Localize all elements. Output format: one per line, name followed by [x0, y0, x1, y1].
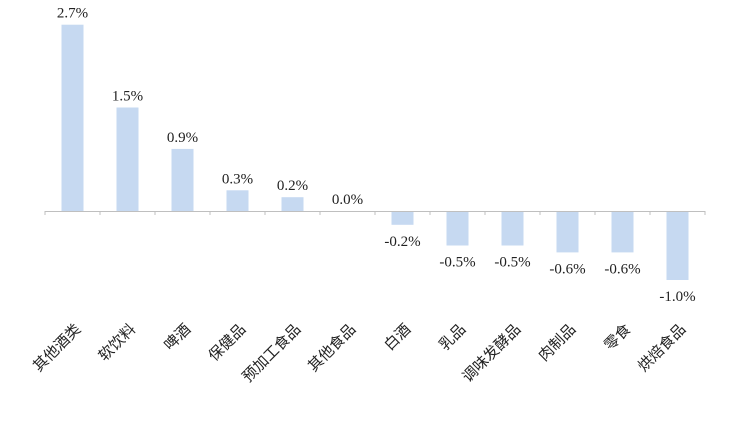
category-label: 乳品 [435, 320, 469, 354]
bar [446, 211, 469, 246]
data-label: 0.3% [222, 171, 253, 187]
category-label: 保健品 [205, 320, 250, 365]
data-label: 2.7% [57, 6, 88, 22]
bar [611, 211, 634, 253]
bar [556, 211, 579, 253]
data-label: -0.6% [604, 261, 640, 277]
category-label: 软饮料 [95, 320, 140, 365]
category-label: 肉制品 [535, 320, 580, 365]
data-label: -0.2% [384, 234, 420, 250]
category-label: 烘焙食品 [634, 320, 689, 375]
bar [116, 107, 139, 211]
data-label: 0.2% [277, 178, 308, 194]
bars-layer [44, 24, 706, 280]
data-label: -0.6% [549, 261, 585, 277]
category-label: 预加工食品 [239, 320, 305, 386]
data-label: -0.5% [494, 255, 530, 271]
category-label: 其他食品 [304, 320, 359, 375]
category-label: 零食 [600, 320, 634, 354]
category-label: 白酒 [380, 320, 414, 354]
bar [501, 211, 524, 246]
bar [666, 211, 689, 280]
category-label: 其他酒类 [29, 320, 84, 375]
category-label: 调味发酵品 [459, 320, 525, 386]
data-label: -1.0% [659, 289, 695, 305]
bar [61, 24, 84, 212]
data-label: 0.0% [332, 192, 363, 208]
bar [281, 197, 304, 211]
data-label: 1.5% [112, 89, 143, 105]
bar [226, 190, 249, 211]
category-label: 啤酒 [160, 320, 194, 354]
data-label: -0.5% [439, 255, 475, 271]
value-labels-layer: 2.7% 1.5% 0.9% 0.3% 0.2% 0.0% -0.2% -0.5% -0.5% -… [57, 6, 696, 305]
data-label: 0.9% [167, 130, 198, 146]
bar [171, 148, 194, 211]
bar [391, 211, 414, 225]
